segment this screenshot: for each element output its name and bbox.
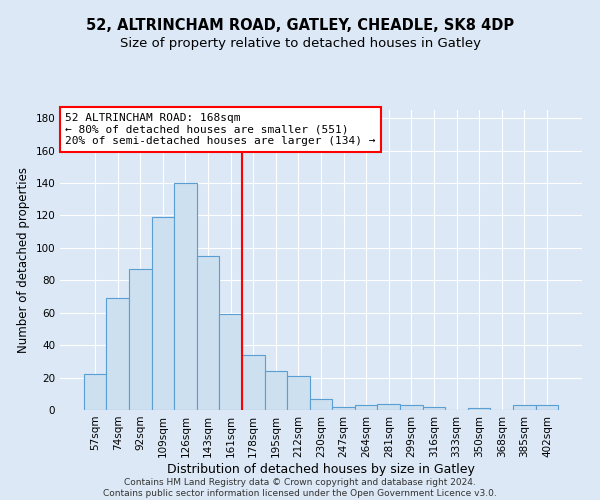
Bar (422, 407, 445, 410)
Text: Contains HM Land Registry data © Crown copyright and database right 2024.
Contai: Contains HM Land Registry data © Crown c… (103, 478, 497, 498)
Bar (513, 405, 536, 410)
Bar (310, 398, 332, 410)
Bar (197, 256, 220, 410)
Text: 52 ALTRINCHAM ROAD: 168sqm
← 80% of detached houses are smaller (551)
20% of sem: 52 ALTRINCHAM ROAD: 168sqm ← 80% of deta… (65, 113, 376, 146)
X-axis label: Distribution of detached houses by size in Gatley: Distribution of detached houses by size … (167, 462, 475, 475)
Bar (174, 183, 197, 410)
Bar (84, 374, 106, 410)
Bar (129, 269, 152, 410)
Bar (220, 314, 242, 410)
Bar (242, 355, 265, 410)
Bar (536, 405, 558, 410)
Bar (287, 376, 310, 410)
Bar (355, 405, 377, 410)
Text: Size of property relative to detached houses in Gatley: Size of property relative to detached ho… (119, 38, 481, 51)
Bar (106, 298, 129, 410)
Bar (152, 217, 174, 410)
Bar (332, 407, 355, 410)
Bar (468, 408, 490, 410)
Bar (265, 371, 287, 410)
Y-axis label: Number of detached properties: Number of detached properties (17, 167, 30, 353)
Text: 52, ALTRINCHAM ROAD, GATLEY, CHEADLE, SK8 4DP: 52, ALTRINCHAM ROAD, GATLEY, CHEADLE, SK… (86, 18, 514, 32)
Bar (377, 404, 400, 410)
Bar (400, 405, 422, 410)
